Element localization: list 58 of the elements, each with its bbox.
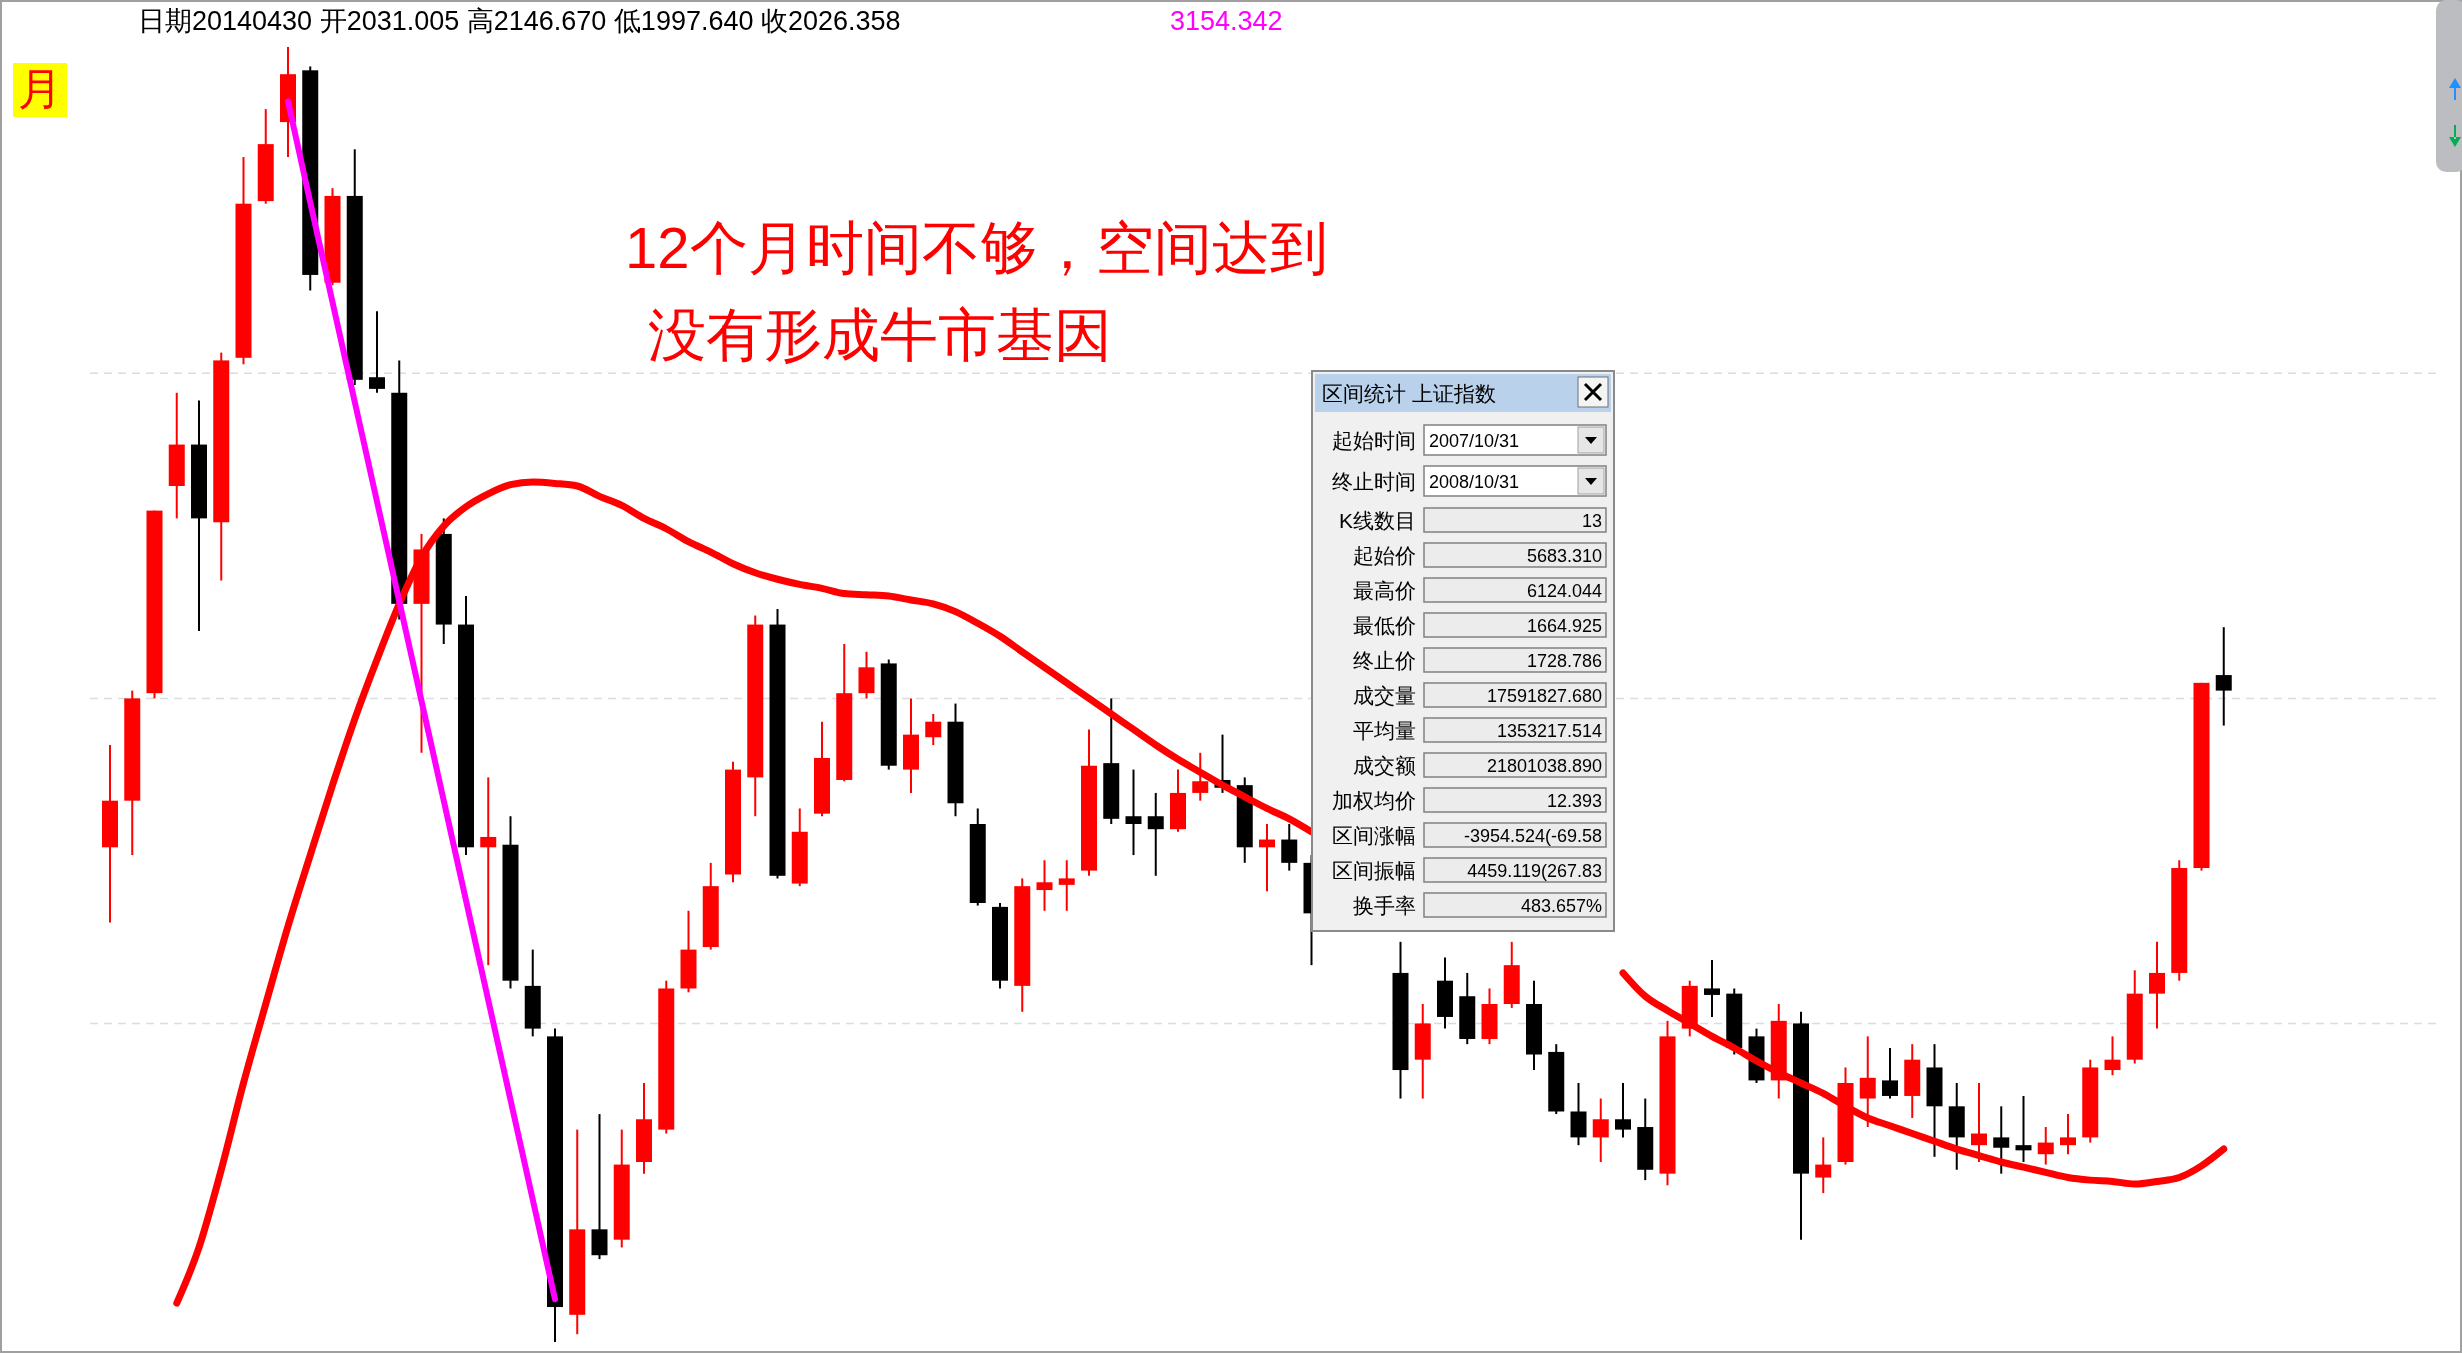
annotation: 没有形成牛市基因 — [648, 302, 1112, 367]
candlestick — [1882, 1047, 1898, 1100]
candlestick — [2104, 1035, 2121, 1077]
text: 3154.342 — [1170, 6, 1283, 36]
annotation: 平均量 — [1353, 719, 1416, 742]
annotation: 最低价 — [1353, 614, 1416, 637]
candlestick — [1259, 823, 1275, 893]
text: 月 — [18, 64, 62, 113]
annotation: 6124.044 — [1526, 581, 1602, 601]
candlestick — [369, 310, 385, 394]
annotation: 成交量 — [1353, 684, 1416, 707]
candlestick — [1971, 1082, 1987, 1163]
candlestick — [2215, 626, 2232, 727]
candlestick — [2060, 1113, 2076, 1156]
annotation: 12.393 — [1546, 791, 1602, 811]
annotation: 2008/10/31 — [1429, 472, 1520, 492]
annotation: 1664.925 — [1526, 616, 1602, 636]
annotation: 加权均价 — [1332, 789, 1416, 812]
annotation: 区间振幅 — [1332, 859, 1416, 882]
chart-title: 日期20140430 开2031.005 高2146.670 低1997.640 收2026.358 — [138, 6, 901, 36]
text: 区间统计 上证指数 — [1322, 382, 1496, 405]
annotation: 区间涨幅 — [1332, 824, 1416, 847]
candlestick — [1147, 791, 1164, 877]
annotation: 21801038.890 — [1486, 756, 1602, 776]
annotation: 4459.119(267.83 — [1467, 861, 1602, 881]
annotation: 2007/10/31 — [1429, 431, 1520, 451]
candlestick — [480, 776, 497, 967]
annotation: K线数目 — [1338, 509, 1416, 532]
candlestick — [1859, 1035, 1876, 1129]
annotation: 成交额 — [1353, 754, 1416, 777]
annotation: 5683.310 — [1526, 546, 1602, 566]
annotation: 终止时间 — [1332, 470, 1416, 493]
candlestick — [2149, 940, 2165, 1030]
annotation: 12个月时间不够，空间达到 — [625, 215, 1328, 280]
annotation: 起始时间 — [1332, 429, 1416, 452]
annotation: -3954.524(-69.58 — [1463, 826, 1602, 846]
candlestick — [1815, 1136, 1832, 1195]
annotation: 17591827.680 — [1486, 686, 1602, 706]
annotation: 终止价 — [1353, 649, 1416, 672]
annotation: 1353217.514 — [1496, 721, 1602, 741]
annotation: 13 — [1581, 511, 1602, 531]
candlestick — [1281, 823, 1298, 872]
candlestick — [1192, 751, 1209, 802]
candlestick — [1592, 1097, 1609, 1163]
candlestick — [1125, 768, 1142, 857]
annotation: 最高价 — [1353, 579, 1416, 602]
candlestick — [1615, 1082, 1631, 1139]
annotation: 1728.786 — [1526, 651, 1602, 671]
candlestick — [1036, 859, 1053, 912]
candlestick — [925, 712, 942, 747]
candlestick — [1993, 1105, 2010, 1175]
candlestick — [2015, 1094, 2032, 1163]
candlestick — [1704, 958, 1720, 1018]
annotation: 起始价 — [1353, 544, 1416, 567]
candlestick — [2037, 1126, 2054, 1166]
candlestick — [1058, 859, 1075, 912]
annotation: 换手率 — [1353, 894, 1416, 917]
annotation: 483.657% — [1520, 896, 1602, 916]
